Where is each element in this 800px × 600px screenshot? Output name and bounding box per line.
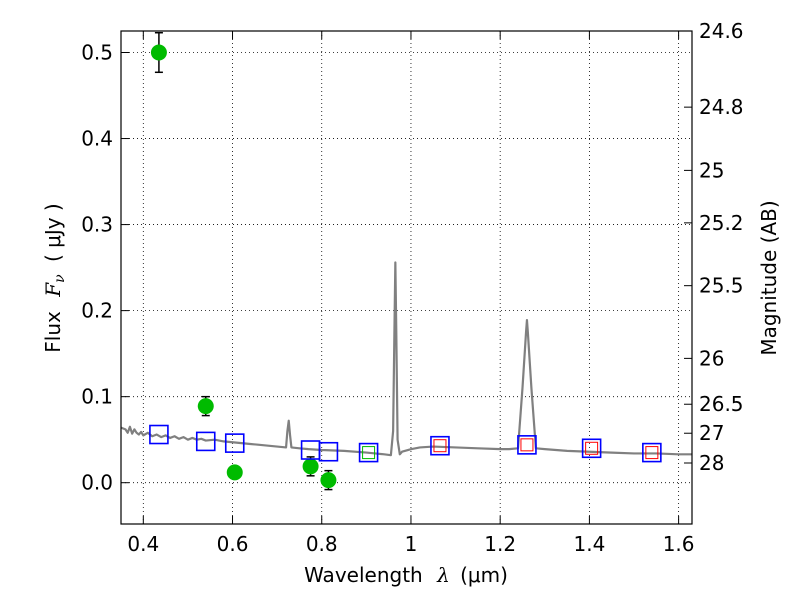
model-point	[149, 424, 169, 445]
ticks-layer: 0.4 0.6 0.8 1 1.2 1.4 1.6 0.0 0.1 0.2 0.3 0.4 0.5 24.…	[81, 19, 743, 556]
x-tick-label: 1.4	[573, 532, 605, 556]
y-tick-label: 0.5	[81, 41, 113, 65]
mag-tick-label: 25.5	[699, 274, 744, 298]
observed-points-layer	[150, 31, 337, 491]
model-point	[195, 431, 216, 452]
model-point-inner	[645, 446, 659, 460]
x-axis-label-prefix: Wavelength	[304, 563, 423, 587]
model-point	[581, 438, 602, 459]
model-point-inner	[585, 441, 599, 455]
mag-tick-label: 25.2	[699, 211, 744, 235]
x-tick-label: 0.8	[306, 532, 338, 556]
spectrum-layer	[120, 261, 692, 457]
observed-point	[197, 398, 214, 415]
mag-tick-label: 24.8	[699, 95, 744, 119]
spectrum-line	[120, 261, 692, 457]
x-axis-label-unit: (μm)	[460, 563, 508, 587]
y-axis-label-prefix: Flux	[41, 311, 65, 353]
right-axis-label: Magnitude (AB)	[757, 200, 781, 355]
observed-point	[226, 464, 243, 481]
x-tick-label: 0.4	[127, 532, 159, 556]
mag-tick-label: 26.5	[699, 392, 744, 416]
mag-tick-label: 25	[699, 158, 724, 182]
model-point-inner	[433, 439, 447, 453]
mag-tick-label: 28	[699, 451, 724, 475]
model-point-inner	[520, 438, 534, 452]
y-axis-label-symbol: F	[41, 282, 65, 298]
model-point	[318, 441, 339, 462]
x-axis-label: Wavelength λ (μm)	[304, 563, 508, 587]
y-tick-label: 0.2	[81, 299, 113, 323]
model-point	[358, 442, 379, 463]
x-axis-label-symbol: λ	[436, 563, 450, 587]
model-point	[642, 442, 662, 463]
plot-frame	[120, 30, 693, 525]
mag-tick-label: 27	[699, 421, 724, 445]
y-tick-label: 0.3	[81, 213, 113, 237]
mag-tick-label: 24.6	[699, 19, 744, 43]
model-point	[430, 435, 450, 456]
observed-point	[320, 472, 337, 489]
y-axis-label-unit: ( μJy )	[41, 203, 65, 262]
observed-point	[302, 458, 319, 475]
x-tick-label: 0.6	[217, 532, 249, 556]
x-tick-label: 1	[405, 532, 418, 556]
x-tick-label: 1.2	[484, 532, 516, 556]
y-tick-label: 0.4	[81, 127, 113, 151]
y-axis-label-subscript: ν	[52, 274, 68, 283]
y-axis-label: Flux Fν ( μJy )	[41, 203, 69, 352]
model-point-inner	[362, 446, 376, 460]
observed-point	[150, 44, 167, 61]
model-points-layer	[149, 424, 662, 463]
model-point	[224, 433, 245, 453]
mag-tick-label: 26	[699, 346, 724, 370]
y-tick-label: 0.1	[81, 385, 113, 409]
model-point	[517, 435, 537, 455]
x-tick-label: 1.6	[663, 532, 695, 556]
y-tick-label: 0.0	[81, 471, 113, 495]
